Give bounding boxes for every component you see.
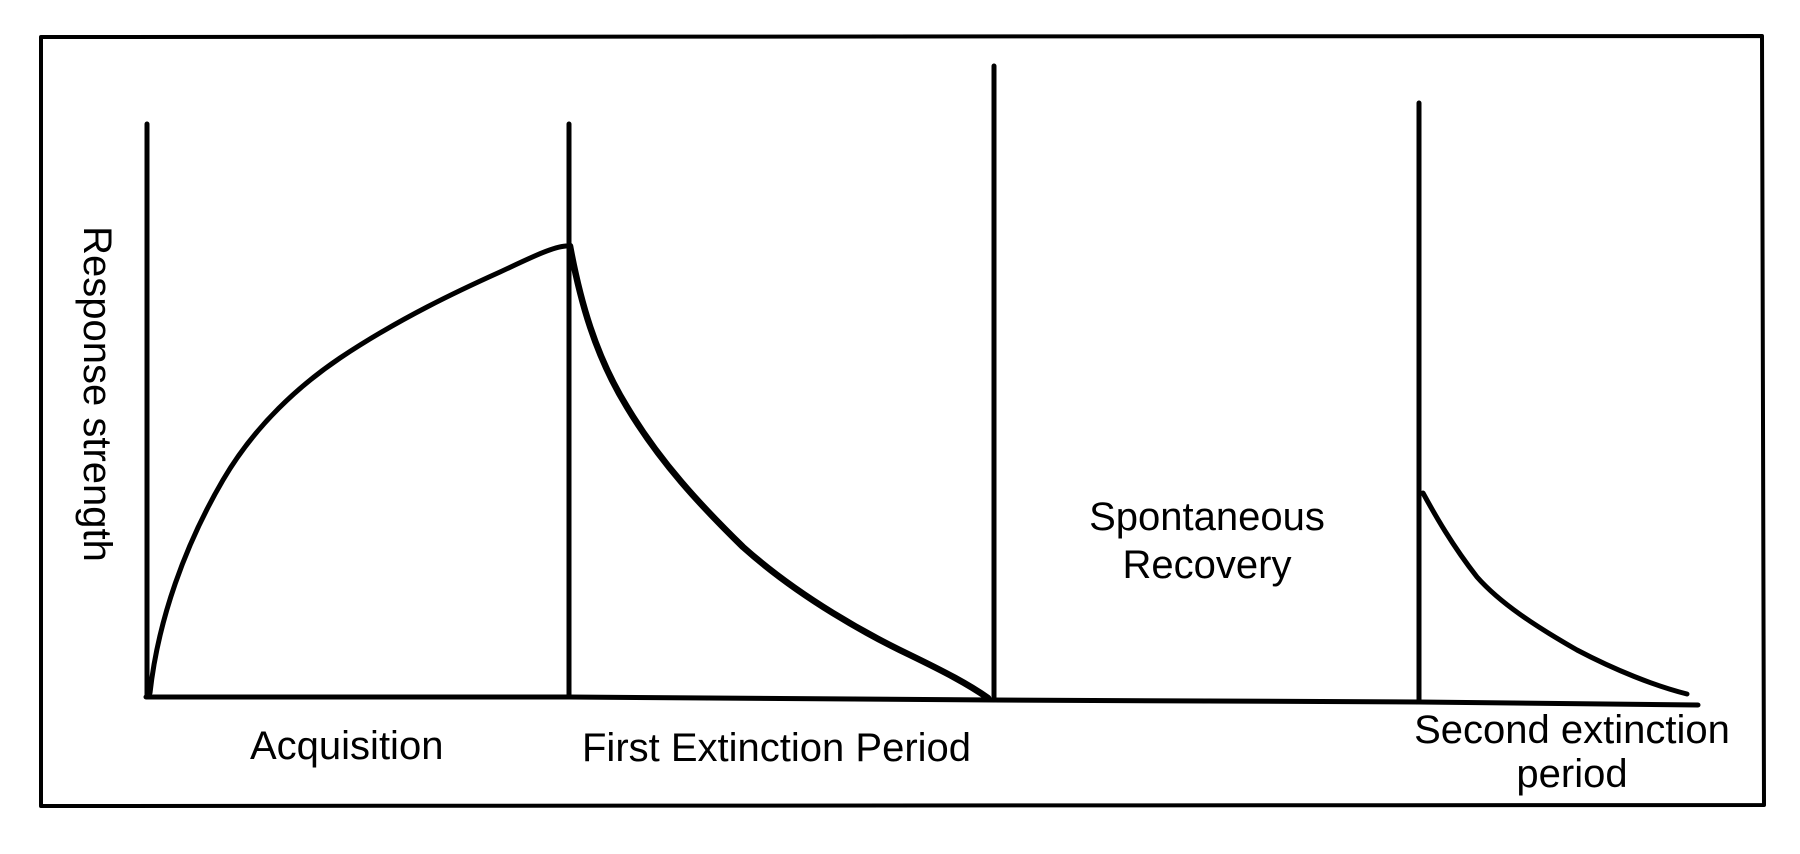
second-extinction-line1: Second extinction xyxy=(1414,708,1730,752)
phase-label-second-extinction: Second extinction period xyxy=(1402,708,1742,796)
phase-label-acquisition: Acquisition xyxy=(250,724,444,768)
second-extinction-line2: period xyxy=(1516,752,1628,796)
x-axis-baseline xyxy=(143,694,1701,708)
spontaneous-recovery-line1: Spontaneous xyxy=(1089,495,1325,539)
acquisition-curve xyxy=(147,243,569,696)
first-extinction-curve xyxy=(566,242,992,702)
y-axis-label: Response strength xyxy=(75,226,119,562)
phase-label-first-extinction: First Extinction Period xyxy=(582,726,972,770)
phase-label-spontaneous-recovery: Spontaneous Recovery xyxy=(1057,493,1357,589)
outer-frame xyxy=(39,34,1766,808)
second-extinction-curve xyxy=(1420,490,1690,697)
spontaneous-recovery-line2: Recovery xyxy=(1122,543,1292,587)
